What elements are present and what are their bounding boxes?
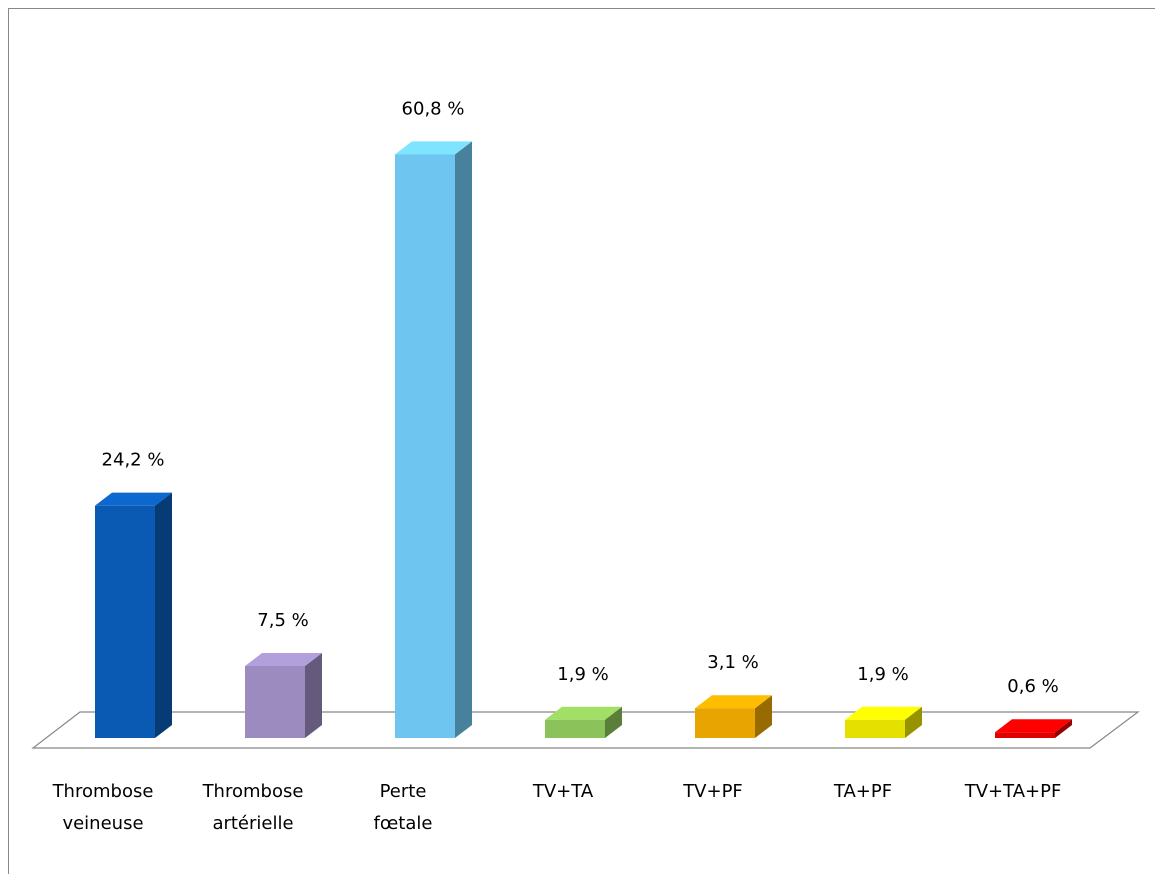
x-tick-label: TA+PF (833, 781, 892, 802)
bar-side (605, 706, 622, 738)
bar (845, 719, 905, 738)
bar-side (305, 653, 322, 738)
value-label: 7,5 % (257, 610, 308, 631)
frame (8, 8, 1155, 874)
value-label: 1,9 % (857, 664, 908, 685)
bar-top (95, 492, 172, 506)
x-tick-label: artérielle (212, 813, 293, 834)
bar (395, 154, 455, 738)
bar-top (395, 141, 472, 155)
bar-side (155, 492, 172, 738)
bar-top (845, 706, 922, 720)
value-label: 3,1 % (707, 652, 758, 673)
x-tick-label: TV+PF (682, 781, 743, 802)
x-tick-label: TV+TA (532, 781, 594, 802)
x-tick-label: Thrombose (202, 781, 304, 802)
x-tick-label: veineuse (62, 813, 143, 834)
bar-side (1055, 719, 1072, 738)
bar (995, 732, 1055, 738)
bar (245, 666, 305, 738)
bar-top (245, 653, 322, 666)
bar-top (545, 706, 622, 720)
bar-top (995, 719, 1072, 733)
value-label: 0,6 % (1007, 676, 1058, 697)
bar-side (455, 141, 472, 738)
value-label: 24,2 % (102, 450, 165, 471)
x-tick-label: TV+TA+PF (964, 781, 1062, 802)
value-label: 1,9 % (557, 664, 608, 685)
bar (695, 708, 755, 738)
x-tick-label: fœtale (374, 813, 433, 834)
bar (545, 719, 605, 738)
bar-top (695, 695, 772, 709)
value-label: 60,8 % (402, 98, 465, 119)
bar (95, 505, 155, 738)
bar-side (755, 695, 772, 738)
x-tick-label: Perte (380, 781, 427, 802)
x-tick-label: Thrombose (52, 781, 154, 802)
bar-side (905, 706, 922, 738)
